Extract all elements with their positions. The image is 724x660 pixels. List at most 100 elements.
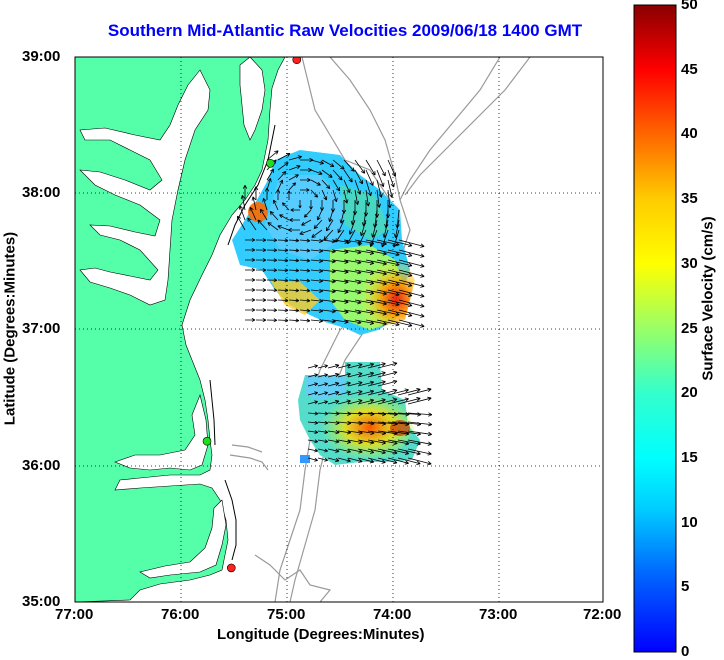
station-marker [266,158,275,168]
velocity-arrow [376,279,400,287]
velocity-arrow [299,229,312,236]
velocity-arrow [387,169,395,188]
x-tick-label: 72:00 [583,606,622,623]
velocity-arrow [267,222,279,231]
velocity-arrow [299,248,311,253]
velocity-arrow [365,249,387,256]
velocity-arrow [288,182,297,191]
velocity-arrow [288,258,300,263]
velocity-arrow [289,217,300,223]
velocity-arrow [377,448,398,455]
velocity-arrow [343,159,355,172]
velocity-arrow [367,362,386,369]
velocity-arrow [376,289,400,297]
velocity-arrow [358,229,367,246]
velocity-arrow [277,288,289,293]
x-tick-label: 76:00 [161,606,200,623]
grid-lines [75,57,603,602]
velocity-arrow [332,169,343,181]
velocity-arrow [376,299,400,307]
velocity-arrow [377,457,398,465]
velocity-arrow [321,159,335,168]
velocity-arrow [288,227,300,233]
velocity-arrow [357,380,375,387]
velocity-arrow [266,298,278,303]
velocity-arrow [277,268,289,273]
velocity-arrow [354,179,362,195]
velocity-arrow [266,318,278,323]
velocity-arrow [299,258,311,263]
velocity-arrow [299,318,311,323]
velocity-arrow [387,397,409,405]
velocity-arrow [398,269,425,278]
y-tick-label: 38:00 [22,184,61,201]
velocity-arrow [327,430,340,435]
velocity-arrow [317,373,328,378]
colorbar-tick-label: 35 [681,190,698,208]
velocity-arrow [407,457,432,466]
velocity-arrow [290,208,300,212]
velocity-arrow [288,164,301,171]
velocity-arrow [255,298,267,303]
velocity-arrow [310,308,323,314]
colorbar-tick-label: 20 [681,384,698,402]
colorbar-tick-label: 5 [681,578,690,596]
velocity-arrow [392,229,400,248]
velocity-arrow [327,420,340,426]
velocity-arrow [328,209,334,223]
velocity-arrow [307,382,318,387]
colorbar-tick-label: 10 [681,513,698,531]
velocity-arrow [307,400,318,405]
velocity-arrow [299,298,311,303]
velocity-arrow [255,248,267,253]
velocity-arrow [347,448,363,454]
velocity-arrow [387,448,410,455]
x-tick-label: 73:00 [479,606,518,623]
velocity-arrow [269,210,279,221]
velocity-arrow [244,298,256,302]
velocity-arrow [398,249,425,258]
velocity-arrow [307,364,318,369]
velocity-arrow [376,269,400,277]
velocity-arrow [377,361,398,369]
velocity-arrow [360,219,367,237]
velocity-arrow [244,238,256,242]
y-tick-label: 36:00 [22,457,61,474]
velocity-arrow [266,278,278,283]
velocity-arrow [347,390,363,396]
velocity-arrow [264,187,270,200]
velocity-arrow [365,189,371,207]
velocity-arrow [365,279,387,286]
velocity-arrow [244,308,256,312]
velocity-arrow [398,299,425,308]
velocity-arrow [339,209,345,224]
velocity-arrow [299,308,311,313]
velocity-arrow [347,363,363,369]
velocity-arrow [387,457,409,465]
velocity-arrow [321,289,336,294]
colorbar-tick-label: 50 [681,0,698,13]
velocity-arrow [266,238,278,243]
velocity-arrow [317,400,328,405]
velocity-arrow [376,179,383,198]
velocity-arrow [327,372,340,378]
velocity-arrow [332,159,345,170]
velocity-arrow [307,439,319,444]
colorbar-tick-label: 40 [681,125,698,143]
velocity-arrow [307,457,318,462]
velocity-arrow [365,309,387,316]
x-tick-label: 74:00 [373,606,412,623]
velocity-arrow [387,259,413,268]
velocity-arrow [310,318,323,324]
velocity-arrow [317,391,328,396]
velocity-arrow [407,439,432,446]
velocity-arrow [307,430,319,434]
velocity-arrow [347,229,356,245]
y-tick-label: 37:00 [22,320,61,337]
chesapeake-bay [79,69,211,306]
velocity-arrow [357,398,375,405]
velocity-vectors [237,150,433,466]
velocity-arrow [365,159,376,176]
